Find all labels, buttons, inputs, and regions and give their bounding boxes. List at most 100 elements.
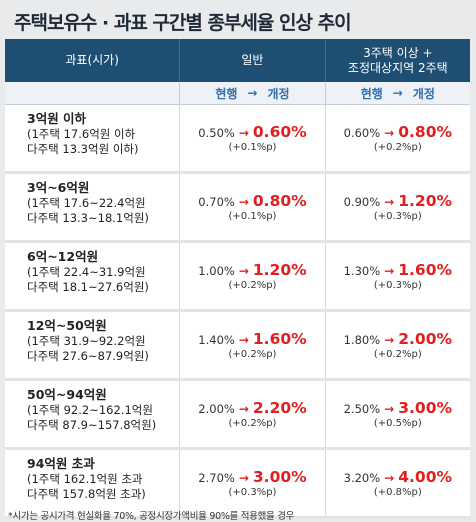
current-rate: 2.00% <box>198 402 235 416</box>
arrow-icon: → <box>238 471 249 485</box>
current-rate: 0.90% <box>343 195 381 209</box>
current-rate: 0.50% <box>198 126 235 140</box>
rate-increase: (+0.2%p) <box>228 418 277 429</box>
table-row: 3억원 이하 (1주택 17.6억원 이하 다주택 13.3억원 이하) 0.5… <box>5 105 470 174</box>
rate-increase: (+0.3%p) <box>373 280 422 291</box>
rate-increase: (+0.2%p) <box>228 280 277 291</box>
tier-detail-single: (1주택 22.4~31.9억원 <box>27 264 146 279</box>
general-rate-cell: 0.50% → 0.60% (+0.1%p) <box>179 105 324 171</box>
tier-label: 12억~50억원 <box>27 318 107 333</box>
arrow-icon: → <box>238 126 249 140</box>
revised-rate: 1.60% <box>252 330 307 348</box>
tier-detail-multi: 다주택 27.6~87.9억원) <box>27 349 149 363</box>
header-general: 일반 <box>179 39 324 82</box>
revised-rate: 0.60% <box>252 123 307 141</box>
arrow-icon: → <box>384 333 395 347</box>
tier-detail-multi: 다주택 157.8억원 초과) <box>27 487 146 501</box>
tier-label: 3억~6억원 <box>27 180 90 195</box>
tier-detail-single: (1주택 17.6~22.4억원 <box>27 195 146 210</box>
header-multi-home: 3주택 이상 + 조정대상지역 2주택 <box>324 39 470 82</box>
table-row: 50억~94억원 (1주택 92.2~162.1억원 다주택 87.9~157.… <box>5 381 470 450</box>
tier-label: 3억원 이하 <box>27 111 87 126</box>
rate-increase: (+0.8%p) <box>373 487 422 498</box>
current-rate: 1.00% <box>198 264 235 278</box>
tier-detail-single: (1주택 92.2~162.1억원 <box>27 402 153 417</box>
header-multi-home-line1: 3주택 이상 + <box>363 45 433 60</box>
revised-rate: 1.20% <box>252 261 307 279</box>
tier-label: 6억~12억원 <box>27 249 99 264</box>
tax-base-cell: 6억~12억원 (1주택 22.4~31.9억원 다주택 18.1~27.6억원… <box>5 243 179 309</box>
current-rate: 1.30% <box>343 264 381 278</box>
arrow-icon: → <box>384 471 395 485</box>
current-rate: 1.40% <box>198 333 235 347</box>
rate-increase: (+0.5%p) <box>373 418 422 429</box>
arrow-icon: → <box>238 333 249 347</box>
multi-home-rate-cell: 0.60% → 0.80% (+0.2%p) <box>324 105 470 171</box>
tax-base-cell: 12억~50억원 (1주택 31.9~92.2억원 다주택 27.6~87.9억… <box>5 312 179 378</box>
rate-increase: (+0.3%p) <box>228 487 277 498</box>
multi-home-rate-cell: 3.20% → 4.00% (+0.8%p) <box>324 450 470 516</box>
arrow-icon: → <box>238 264 249 278</box>
tier-detail-single: (1주택 162.1억원 초과 <box>27 471 143 486</box>
subheader-current: 현행 <box>360 86 383 101</box>
general-rate-cell: 0.70% → 0.80% (+0.1%p) <box>179 174 324 240</box>
tier-detail-multi: 다주택 13.3~18.1억원) <box>27 211 149 225</box>
revised-rate: 2.20% <box>252 399 307 417</box>
revised-rate: 3.00% <box>252 468 307 486</box>
tier-detail-single: (1주택 17.6억원 이하 <box>27 126 136 141</box>
subheader-multi-home: 현행 → 개정 <box>324 82 470 104</box>
subheader-revised: 개정 <box>267 86 290 101</box>
revised-rate: 1.60% <box>398 261 453 279</box>
multi-home-rate-cell: 1.80% → 2.00% (+0.2%p) <box>324 312 470 378</box>
arrow-icon: → <box>238 195 249 209</box>
revised-rate: 2.00% <box>398 330 453 348</box>
header-multi-home-line2: 조정대상지역 2주택 <box>347 60 448 75</box>
current-rate: 1.80% <box>343 333 381 347</box>
table-row: 6억~12억원 (1주택 22.4~31.9억원 다주택 18.1~27.6억원… <box>5 243 470 312</box>
general-rate-cell: 2.70% → 3.00% (+0.3%p) <box>179 450 324 516</box>
table-body: 3억원 이하 (1주택 17.6억원 이하 다주택 13.3억원 이하) 0.5… <box>5 105 470 519</box>
arrow-icon: → <box>384 264 395 278</box>
tier-detail-multi: 다주택 87.9~157.8억원) <box>27 418 157 432</box>
rate-increase: (+0.2%p) <box>228 349 277 360</box>
tax-base-cell: 50억~94억원 (1주택 92.2~162.1억원 다주택 87.9~157.… <box>5 381 179 447</box>
current-rate: 0.60% <box>343 126 381 140</box>
header-tax-base: 과표(시가) <box>65 53 119 67</box>
table-row: 3억~6억원 (1주택 17.6~22.4억원 다주택 13.3~18.1억원)… <box>5 174 470 243</box>
subheader-arrow: → <box>247 86 258 100</box>
multi-home-rate-cell: 2.50% → 3.00% (+0.5%p) <box>324 381 470 447</box>
tax-base-cell: 3억~6억원 (1주택 17.6~22.4억원 다주택 13.3~18.1억원) <box>5 174 179 240</box>
table-subheader: 현행 → 개정 현행 → 개정 <box>5 82 470 105</box>
footnote: *시가는 공시가격 현실화율 70%, 공정시장가액비율 90%를 적용했을 경… <box>8 511 295 522</box>
table-row: 12억~50억원 (1주택 31.9~92.2억원 다주택 27.6~87.9억… <box>5 312 470 381</box>
subheader-arrow: → <box>392 86 403 100</box>
current-rate: 3.20% <box>343 471 381 485</box>
tier-detail-multi: 다주택 18.1~27.6억원) <box>27 280 149 294</box>
revised-rate: 0.80% <box>398 123 453 141</box>
multi-home-rate-cell: 1.30% → 1.60% (+0.3%p) <box>324 243 470 309</box>
current-rate: 2.70% <box>198 471 235 485</box>
table-row: 94억원 초과 (1주택 162.1억원 초과 다주택 157.8억원 초과) … <box>5 450 470 519</box>
rate-increase: (+0.1%p) <box>228 142 277 153</box>
revised-rate: 3.00% <box>398 399 453 417</box>
general-rate-cell: 1.00% → 1.20% (+0.2%p) <box>179 243 324 309</box>
tax-rate-table: 과표(시가) 일반 3주택 이상 + 조정대상지역 2주택 현행 → 개정 현행… <box>5 39 470 519</box>
rate-increase: (+0.1%p) <box>228 211 277 222</box>
rate-increase: (+0.2%p) <box>373 349 422 360</box>
arrow-icon: → <box>384 402 395 416</box>
general-rate-cell: 1.40% → 1.60% (+0.2%p) <box>179 312 324 378</box>
tier-detail-multi: 다주택 13.3억원 이하) <box>27 142 139 156</box>
tax-base-cell: 3억원 이하 (1주택 17.6억원 이하 다주택 13.3억원 이하) <box>5 105 179 171</box>
subheader-blank <box>5 82 179 104</box>
current-rate: 0.70% <box>198 195 235 209</box>
tier-label: 50억~94억원 <box>27 387 107 402</box>
tier-label: 94억원 초과 <box>27 456 95 471</box>
rate-increase: (+0.3%p) <box>373 211 422 222</box>
rate-increase: (+0.2%p) <box>373 142 422 153</box>
arrow-icon: → <box>238 402 249 416</box>
revised-rate: 0.80% <box>252 192 307 210</box>
table-header: 과표(시가) 일반 3주택 이상 + 조정대상지역 2주택 <box>5 39 470 82</box>
current-rate: 2.50% <box>343 402 381 416</box>
general-rate-cell: 2.00% → 2.20% (+0.2%p) <box>179 381 324 447</box>
